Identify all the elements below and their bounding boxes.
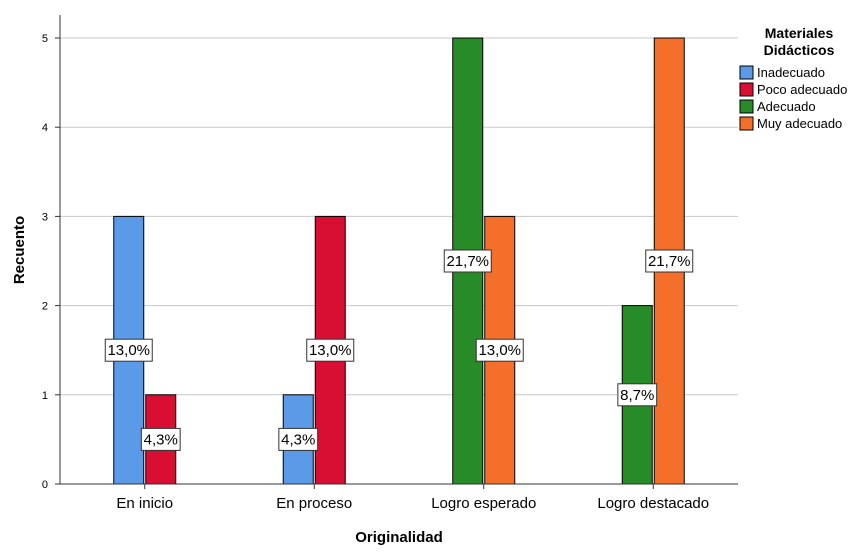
y-ticks: 0 1 2 3 4 5 bbox=[42, 33, 60, 491]
data-label-box bbox=[443, 249, 492, 273]
legend-item: Adecuado bbox=[739, 99, 816, 114]
legend-title-line-1: Materiales bbox=[765, 25, 834, 41]
x-tick-label: Logro destacado bbox=[597, 495, 709, 512]
data-label: 13,0% bbox=[306, 338, 355, 362]
y-tick-label: 4 bbox=[42, 122, 48, 134]
x-ticks: En inicio En proceso Logro esperado Logro d… bbox=[116, 484, 709, 512]
legend-items: Inadecuado Poco adecuado Adecuado Muy adecu… bbox=[739, 65, 847, 131]
axes bbox=[59, 15, 738, 485]
legend-swatch bbox=[739, 82, 754, 97]
data-label-text: 4,3% bbox=[281, 431, 315, 448]
data-label-text: 13,0% bbox=[309, 342, 352, 359]
legend-title-line-2: Didácticos bbox=[764, 42, 835, 58]
x-tick-label: En proceso bbox=[276, 495, 352, 512]
y-tick-label: 5 bbox=[42, 33, 48, 45]
data-label-box bbox=[104, 338, 153, 362]
data-label: 13,0% bbox=[475, 338, 524, 362]
legend-item: Muy adecuado bbox=[739, 116, 842, 131]
data-label-box bbox=[278, 427, 319, 451]
data-label-text: 13,0% bbox=[107, 342, 150, 359]
data-label-box bbox=[645, 249, 694, 273]
y-axis-title: Recuento bbox=[11, 216, 28, 284]
legend-label: Inadecuado bbox=[757, 65, 825, 80]
data-label-text: 4,3% bbox=[144, 431, 178, 448]
bars bbox=[113, 37, 685, 485]
legend-label: Poco adecuado bbox=[757, 82, 847, 97]
x-axis-title: Originalidad bbox=[355, 529, 443, 546]
data-label-text: 21,7% bbox=[446, 253, 489, 270]
legend-swatch bbox=[739, 99, 754, 114]
legend-label: Adecuado bbox=[757, 99, 816, 114]
data-label: 4,3% bbox=[140, 427, 181, 451]
data-label: 21,7% bbox=[443, 249, 492, 273]
y-tick-label: 0 bbox=[42, 479, 48, 491]
data-label-box bbox=[140, 427, 181, 451]
data-label: 8,7% bbox=[617, 383, 658, 407]
legend: Materiales Didácticos Inadecuado Poco ade… bbox=[739, 25, 847, 131]
y-tick-label: 3 bbox=[42, 211, 48, 223]
data-label-box bbox=[306, 338, 355, 362]
y-tick-label: 2 bbox=[42, 301, 48, 313]
legend-label: Muy adecuado bbox=[757, 116, 842, 131]
data-label-text: 8,7% bbox=[620, 387, 654, 404]
legend-item: Poco adecuado bbox=[739, 82, 847, 97]
x-tick-label: Logro esperado bbox=[431, 495, 536, 512]
data-label-box bbox=[617, 383, 658, 407]
data-label: 4,3% bbox=[278, 427, 319, 451]
data-label: 21,7% bbox=[645, 249, 694, 273]
legend-swatch bbox=[739, 116, 754, 131]
legend-swatch bbox=[739, 65, 754, 80]
data-label-text: 21,7% bbox=[648, 253, 691, 270]
data-labels: 13,0% 4,3% 4,3% 13,0% 21,7% 13,0% 8,7% 21,7% bbox=[104, 249, 694, 451]
y-tick-label: 1 bbox=[42, 390, 48, 402]
legend-item: Inadecuado bbox=[739, 65, 825, 80]
data-label: 13,0% bbox=[104, 338, 153, 362]
data-label-text: 13,0% bbox=[478, 342, 521, 359]
x-tick-label: En inicio bbox=[116, 495, 173, 512]
data-label-box bbox=[475, 338, 524, 362]
